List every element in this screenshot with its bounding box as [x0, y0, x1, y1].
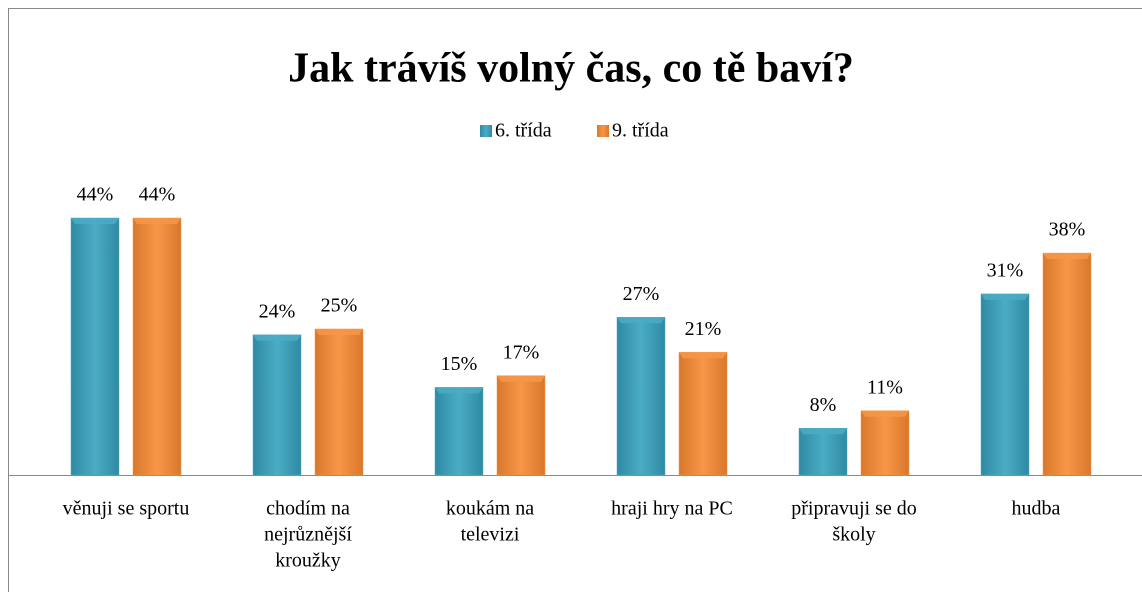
bar-cap — [71, 218, 119, 224]
data-label: 8% — [810, 394, 837, 416]
bar-cap — [497, 375, 545, 382]
x-tick-label: hudba — [1012, 498, 1061, 520]
bar-cap — [133, 218, 181, 224]
x-tick-label: školy — [832, 524, 875, 546]
data-label: 38% — [1049, 219, 1086, 241]
legend-label: 6. třída — [495, 120, 552, 142]
bar — [798, 428, 848, 476]
bar — [434, 387, 484, 476]
data-label: 21% — [685, 318, 722, 340]
bar — [132, 217, 182, 476]
data-label: 24% — [259, 300, 296, 322]
legend-swatch — [597, 125, 609, 137]
data-label: 27% — [623, 283, 660, 305]
frame — [8, 8, 1142, 592]
bar — [678, 352, 728, 476]
bar-cap — [315, 328, 363, 335]
x-tick-label: věnuji se sportu — [63, 498, 190, 520]
legend-label: 9. třída — [612, 120, 669, 142]
x-tick-label: televizi — [461, 524, 520, 546]
bar — [980, 293, 1030, 476]
data-label: 44% — [77, 184, 114, 206]
data-label: 17% — [503, 341, 540, 363]
data-label: 15% — [441, 353, 478, 375]
bar-cap — [1043, 253, 1091, 260]
bar-cap — [799, 428, 847, 435]
data-label: 44% — [139, 184, 176, 206]
legend-swatch — [480, 125, 492, 137]
x-tick-label: kroužky — [275, 550, 341, 572]
x-tick-label: chodím na — [266, 498, 350, 520]
bar — [70, 217, 120, 476]
bar-cap — [861, 410, 909, 417]
x-tick-label: koukám na — [446, 498, 534, 520]
data-label: 11% — [867, 376, 903, 398]
bar-cap — [435, 387, 483, 394]
bar — [860, 410, 910, 476]
bar — [314, 328, 364, 476]
bar-cap — [679, 352, 727, 359]
bar — [1042, 252, 1092, 476]
bar-cap — [981, 293, 1029, 300]
x-tick-label: hraji hry na PC — [611, 498, 733, 520]
bar — [616, 317, 666, 476]
bar-cap — [617, 317, 665, 324]
bar — [496, 375, 546, 476]
x-tick-label: připravuji se do — [791, 498, 917, 520]
bar — [252, 334, 302, 476]
chart-title: Jak trávíš volný čas, co tě baví? — [288, 46, 854, 92]
data-label: 25% — [321, 295, 358, 317]
x-tick-label: nejrůznější — [264, 524, 352, 546]
bar-cap — [253, 334, 301, 341]
data-label: 31% — [987, 260, 1024, 282]
